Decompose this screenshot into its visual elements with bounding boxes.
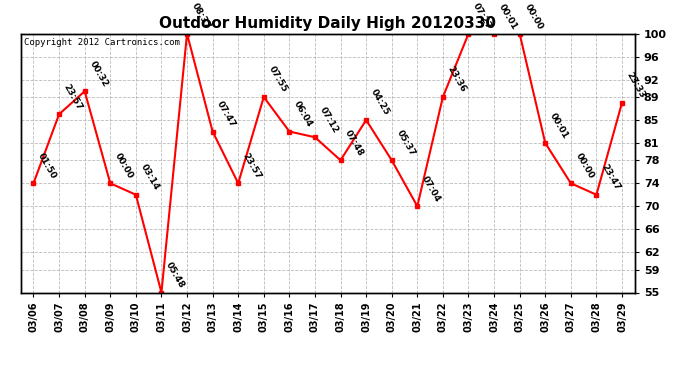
Text: 05:37: 05:37 xyxy=(395,128,417,158)
Text: 23:57: 23:57 xyxy=(241,151,263,180)
Text: Copyright 2012 Cartronics.com: Copyright 2012 Cartronics.com xyxy=(23,38,179,46)
Text: 23:57: 23:57 xyxy=(62,82,84,111)
Text: 00:01: 00:01 xyxy=(548,111,570,140)
Text: 23:33: 23:33 xyxy=(624,70,647,100)
Text: 23:47: 23:47 xyxy=(599,162,622,192)
Text: 05:48: 05:48 xyxy=(164,260,186,290)
Text: 23:36: 23:36 xyxy=(446,65,468,94)
Text: 07:48: 07:48 xyxy=(344,128,366,158)
Text: 04:25: 04:25 xyxy=(369,88,391,117)
Text: 00:00: 00:00 xyxy=(113,152,135,180)
Text: 06:04: 06:04 xyxy=(292,99,314,129)
Text: 00:00: 00:00 xyxy=(522,2,544,31)
Title: Outdoor Humidity Daily High 20120330: Outdoor Humidity Daily High 20120330 xyxy=(159,16,496,31)
Text: 07:55: 07:55 xyxy=(266,65,288,94)
Text: 07:04: 07:04 xyxy=(420,174,442,204)
Text: 03:14: 03:14 xyxy=(139,163,161,192)
Text: 00:00: 00:00 xyxy=(573,152,595,180)
Text: 07:27: 07:27 xyxy=(471,2,493,31)
Text: 08:37: 08:37 xyxy=(190,2,212,31)
Text: 00:01: 00:01 xyxy=(497,2,519,31)
Text: 07:12: 07:12 xyxy=(317,105,340,135)
Text: 00:32: 00:32 xyxy=(88,59,110,88)
Text: 01:50: 01:50 xyxy=(37,152,58,180)
Text: 07:47: 07:47 xyxy=(215,99,237,129)
